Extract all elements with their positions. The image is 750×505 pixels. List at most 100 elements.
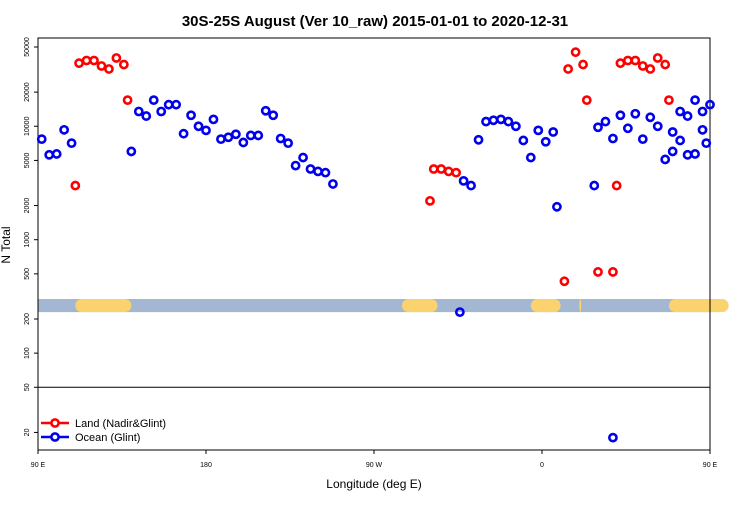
- data-point: [66, 138, 77, 149]
- y-tick-label: 5000: [24, 153, 31, 169]
- data-point: [652, 53, 663, 63]
- ocean-band: [38, 299, 710, 313]
- data-point: [645, 64, 656, 74]
- data-point: [690, 95, 700, 106]
- data-point: [44, 149, 55, 160]
- data-point: [608, 432, 618, 443]
- data-point: [488, 115, 499, 126]
- data-point: [637, 61, 648, 71]
- data-point: [141, 111, 152, 121]
- data-point: [201, 125, 211, 136]
- data-point: [122, 95, 133, 106]
- y-tick-label: 50000: [24, 37, 31, 57]
- data-point: [525, 152, 536, 163]
- land-series: [70, 47, 674, 287]
- data-point: [660, 59, 671, 70]
- legend-label: Land (Nadir&Glint): [75, 418, 166, 430]
- data-point: [283, 138, 294, 149]
- data-point: [81, 55, 92, 66]
- data-point: [578, 59, 588, 70]
- land-segment: [579, 299, 582, 313]
- data-point: [74, 58, 84, 69]
- data-point: [682, 149, 693, 160]
- data-point: [664, 95, 674, 106]
- legend-label: Ocean (Glint): [75, 432, 140, 444]
- data-point: [481, 116, 491, 127]
- data-point: [682, 111, 693, 121]
- data-point: [593, 122, 603, 133]
- data-point: [518, 135, 529, 146]
- data-point: [70, 180, 81, 191]
- data-point: [178, 128, 189, 139]
- data-point: [171, 99, 182, 110]
- legend-item: Ocean (Glint): [41, 432, 140, 444]
- data-point: [559, 276, 570, 287]
- land-ocean-band: [38, 299, 729, 313]
- data-point: [208, 114, 219, 125]
- data-point: [503, 116, 514, 127]
- y-tick-label: 100: [24, 347, 31, 359]
- data-point: [552, 201, 562, 212]
- data-point: [697, 124, 708, 135]
- data-point: [608, 133, 618, 144]
- chart-title: 30S-25S August (Ver 10_raw) 2015-01-01 t…: [182, 13, 568, 30]
- data-point: [630, 55, 641, 66]
- data-point: [428, 164, 439, 174]
- data-point: [608, 267, 618, 277]
- legend-marker: [50, 418, 60, 428]
- data-point: [133, 106, 144, 117]
- data-point: [701, 138, 712, 149]
- data-point: [645, 112, 656, 123]
- data-point: [425, 195, 435, 206]
- land-segment: [402, 299, 438, 313]
- data-point: [667, 127, 678, 137]
- data-point: [223, 132, 234, 143]
- data-point: [36, 134, 47, 145]
- data-point: [193, 121, 204, 132]
- data-point: [111, 53, 122, 63]
- data-point: [313, 166, 323, 177]
- data-point: [473, 134, 484, 145]
- x-tick-label: 90 E: [703, 462, 718, 469]
- y-tick-label: 20: [24, 428, 31, 436]
- x-tick-label: 180: [200, 462, 212, 469]
- data-point: [637, 134, 648, 145]
- data-point: [454, 307, 465, 318]
- data-point: [230, 129, 241, 140]
- data-point: [443, 166, 454, 177]
- data-point: [611, 180, 622, 191]
- data-point: [540, 136, 551, 147]
- y-axis-label: N Total: [0, 226, 13, 263]
- data-point: [163, 99, 174, 110]
- data-point: [186, 110, 196, 121]
- data-point: [622, 123, 633, 134]
- y-tick-label: 500: [24, 268, 31, 280]
- data-point: [496, 114, 506, 125]
- land-segment: [530, 299, 561, 313]
- x-tick-label: 0: [540, 462, 544, 469]
- data-point: [548, 127, 559, 137]
- data-point: [268, 110, 279, 121]
- data-point: [89, 55, 99, 66]
- data-point: [630, 108, 641, 119]
- data-point: [622, 55, 633, 66]
- y-tick-label: 2000: [24, 198, 31, 214]
- data-point: [652, 121, 663, 132]
- data-point: [305, 164, 316, 174]
- y-tick-label: 50: [24, 383, 31, 391]
- data-point: [59, 124, 70, 135]
- data-point: [570, 47, 581, 58]
- data-point: [690, 149, 700, 159]
- data-point: [510, 121, 521, 132]
- data-point: [667, 146, 678, 157]
- x-tick-label: 90 E: [31, 462, 46, 469]
- legend-marker: [50, 432, 60, 442]
- plot-frame: [37, 37, 711, 451]
- data-point: [589, 180, 600, 191]
- data-point: [245, 130, 256, 141]
- data-point: [216, 134, 226, 145]
- y-tick-label: 1000: [24, 232, 31, 248]
- x-axis: 90 E 180 90 W 0 90 E: [31, 450, 718, 469]
